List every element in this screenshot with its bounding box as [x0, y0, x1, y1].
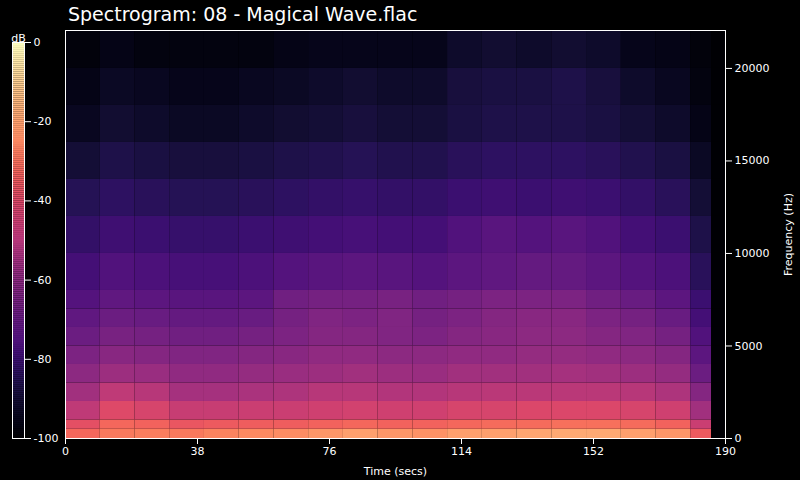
svg-text:-60: -60 [34, 274, 52, 287]
svg-text:Frequency (Hz): Frequency (Hz) [782, 193, 795, 276]
svg-text:Time (secs): Time (secs) [363, 465, 427, 478]
svg-text:0: 0 [34, 36, 41, 49]
svg-text:152: 152 [583, 445, 604, 458]
svg-text:38: 38 [191, 445, 205, 458]
svg-text:190: 190 [715, 445, 736, 458]
svg-text:114: 114 [451, 445, 472, 458]
svg-text:20000: 20000 [735, 62, 770, 75]
svg-text:-100: -100 [34, 432, 59, 445]
svg-text:-80: -80 [34, 353, 52, 366]
svg-text:10000: 10000 [735, 247, 770, 260]
svg-text:dB: dB [11, 32, 26, 45]
svg-text:0: 0 [62, 445, 69, 458]
svg-text:-40: -40 [34, 194, 52, 207]
svg-text:15000: 15000 [735, 154, 770, 167]
svg-text:5000: 5000 [735, 340, 763, 353]
svg-text:0: 0 [735, 432, 742, 445]
svg-text:76: 76 [323, 445, 337, 458]
svg-text:-20: -20 [34, 115, 52, 128]
html-text:Spectrogram: 08 - Magical Wave: Spectrogram: 08 - Magical Wave.flac [68, 3, 418, 25]
